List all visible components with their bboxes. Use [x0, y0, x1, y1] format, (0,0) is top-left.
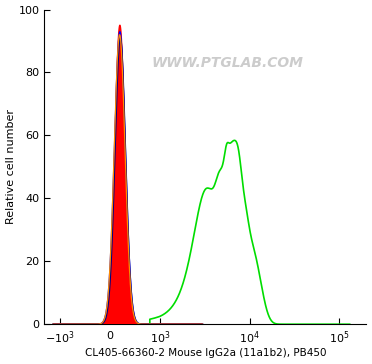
Y-axis label: Relative cell number: Relative cell number: [6, 109, 16, 224]
Text: WWW.PTGLAB.COM: WWW.PTGLAB.COM: [152, 56, 304, 70]
Polygon shape: [53, 25, 203, 324]
X-axis label: CL405-66360-2 Mouse IgG2a (11a1b2), PB450: CL405-66360-2 Mouse IgG2a (11a1b2), PB45…: [84, 348, 326, 359]
